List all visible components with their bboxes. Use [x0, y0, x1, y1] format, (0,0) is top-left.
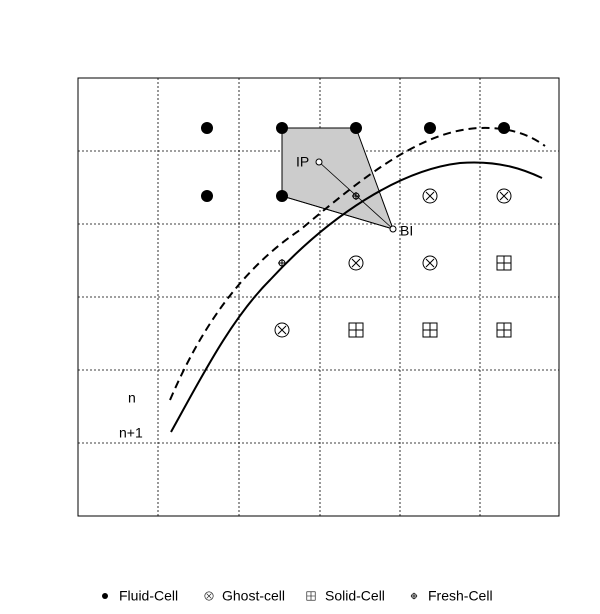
bi-point [389, 225, 397, 233]
ghost-cells [274, 188, 512, 338]
n-plus-1-label: n+1 [119, 425, 143, 441]
legend: Fluid-Cell Ghost-cell Solid-Cell Fresh-C… [102, 588, 493, 604]
interface-n-plus-1 [170, 161, 543, 433]
fluid-cells [201, 122, 510, 202]
grid [78, 78, 559, 516]
legend-entry: Ghost-cell [222, 588, 285, 604]
legend-entry: Fresh-Cell [428, 588, 493, 604]
bi-label: BI [400, 223, 413, 239]
legend-entry: Fluid-Cell [119, 588, 178, 604]
solid-cells [348, 255, 512, 338]
interface-n [169, 126, 546, 401]
ip-label: IP [296, 154, 309, 170]
ip-point [315, 158, 323, 166]
legend-entry: Solid-Cell [325, 588, 385, 604]
frame [77, 77, 560, 517]
n-label: n [128, 390, 136, 406]
